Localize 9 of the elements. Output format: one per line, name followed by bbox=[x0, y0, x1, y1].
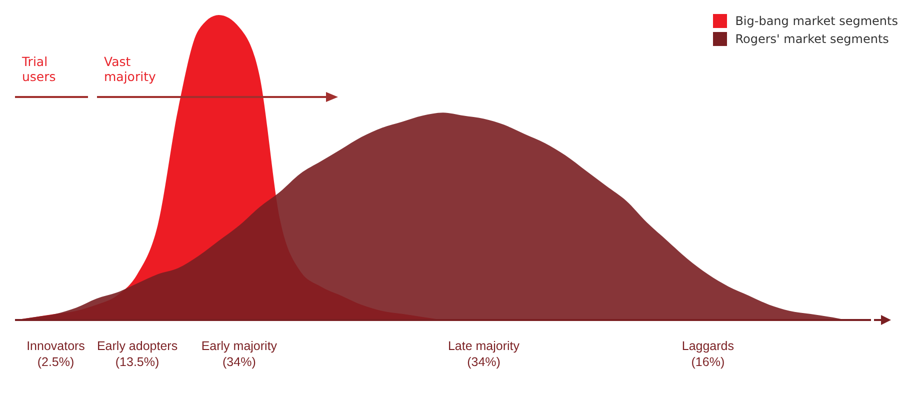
legend-label: Big-bang market segments bbox=[734, 14, 898, 28]
annotation: Vast majority bbox=[104, 54, 156, 84]
x-tick-label: Laggards (16%) bbox=[682, 339, 734, 369]
x-tick-label: Innovators (2.5%) bbox=[26, 339, 85, 369]
x-tick-label: Early adopters (13.5%) bbox=[96, 339, 178, 369]
x-tick-label: Late majority (34%) bbox=[448, 339, 520, 369]
legend-label: Rogers' market segments bbox=[734, 32, 890, 46]
annotation: Trial users bbox=[22, 54, 56, 84]
x-tick-label: Early majority (34%) bbox=[201, 339, 278, 369]
